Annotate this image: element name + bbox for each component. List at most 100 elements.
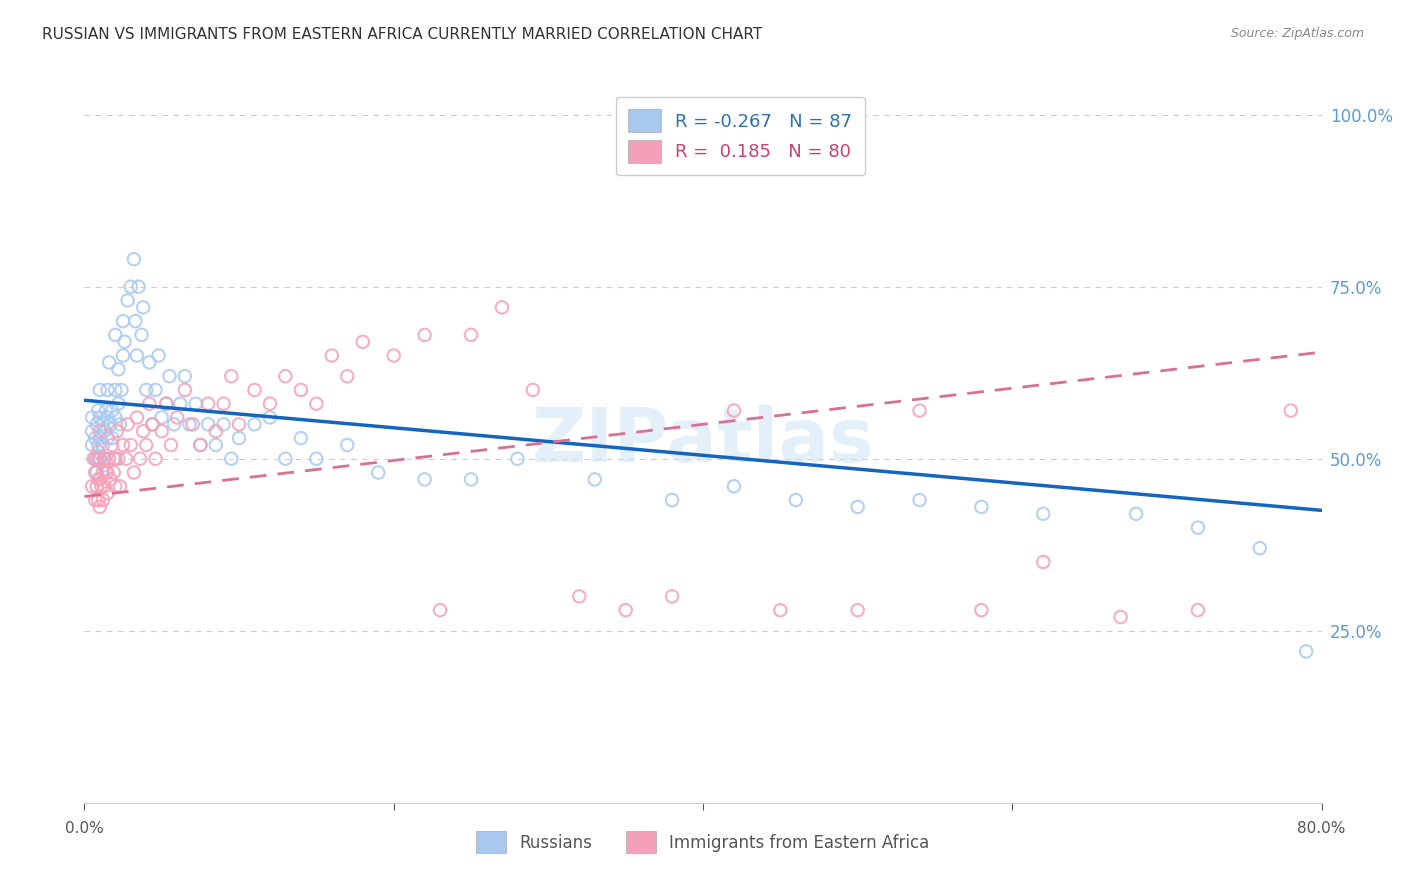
Point: [104, 410, 127, 425]
Point: [583, 472, 606, 486]
Point: [205, 438, 228, 452]
Point: [107, 362, 129, 376]
Point: [970, 603, 993, 617]
Point: [84, 493, 107, 508]
Point: [87, 472, 110, 486]
Point: [148, 349, 170, 363]
Point: [1109, 610, 1132, 624]
Point: [96, 383, 118, 397]
Point: [336, 369, 359, 384]
Point: [101, 403, 124, 417]
Point: [131, 327, 153, 342]
Point: [108, 417, 131, 432]
Point: [145, 383, 167, 397]
Point: [114, 334, 136, 349]
Point: [141, 417, 163, 432]
Point: [382, 349, 405, 363]
Point: [132, 301, 155, 315]
Point: [87, 445, 110, 459]
Text: ZIPatlas: ZIPatlas: [531, 405, 875, 478]
Point: [723, 403, 745, 417]
Point: [188, 438, 211, 452]
Point: [429, 603, 451, 617]
Point: [107, 451, 129, 466]
Point: [91, 493, 114, 508]
Point: [96, 410, 118, 425]
Point: [86, 451, 108, 466]
Point: [89, 410, 111, 425]
Point: [112, 438, 135, 452]
Point: [135, 438, 157, 452]
Point: [125, 410, 148, 425]
Point: [82, 438, 104, 452]
Point: [1032, 555, 1054, 569]
Point: [614, 603, 637, 617]
Point: [506, 451, 529, 466]
Point: [908, 403, 931, 417]
Point: [661, 493, 683, 508]
Point: [94, 403, 117, 417]
Point: [155, 397, 177, 411]
Point: [274, 451, 297, 466]
Point: [96, 466, 118, 480]
Point: [169, 397, 191, 411]
Point: [91, 438, 114, 452]
Point: [86, 479, 108, 493]
Point: [413, 327, 436, 342]
Point: [94, 466, 117, 480]
Point: [219, 369, 242, 384]
Point: [150, 410, 173, 425]
Point: [82, 424, 104, 438]
Point: [93, 451, 115, 466]
Point: [117, 293, 139, 308]
Point: [174, 383, 197, 397]
Point: [336, 438, 359, 452]
Text: RUSSIAN VS IMMIGRANTS FROM EASTERN AFRICA CURRENTLY MARRIED CORRELATION CHART: RUSSIAN VS IMMIGRANTS FROM EASTERN AFRIC…: [42, 27, 762, 42]
Point: [90, 479, 112, 493]
Point: [197, 417, 219, 432]
Point: [117, 417, 139, 432]
Legend: Russians, Immigrants from Eastern Africa: Russians, Immigrants from Eastern Africa: [470, 825, 936, 860]
Point: [1125, 507, 1147, 521]
Point: [89, 424, 111, 438]
Point: [110, 383, 132, 397]
Point: [243, 383, 266, 397]
Point: [122, 252, 145, 267]
Point: [908, 493, 931, 508]
Point: [93, 479, 115, 493]
Point: [321, 349, 343, 363]
Point: [413, 472, 436, 486]
Point: [150, 424, 173, 438]
Point: [274, 369, 297, 384]
Point: [305, 451, 328, 466]
Point: [769, 603, 792, 617]
Point: [184, 397, 207, 411]
Point: [1295, 644, 1317, 658]
Point: [305, 397, 328, 411]
Point: [723, 479, 745, 493]
Point: [108, 479, 131, 493]
Point: [89, 451, 111, 466]
Point: [145, 451, 167, 466]
Text: Source: ZipAtlas.com: Source: ZipAtlas.com: [1230, 27, 1364, 40]
Point: [522, 383, 544, 397]
Point: [89, 500, 111, 514]
Point: [197, 397, 219, 411]
Point: [86, 466, 108, 480]
Point: [970, 500, 993, 514]
Point: [105, 424, 128, 438]
Point: [84, 466, 107, 480]
Point: [174, 369, 197, 384]
Point: [460, 327, 482, 342]
Point: [259, 410, 281, 425]
Point: [87, 438, 110, 452]
Point: [91, 458, 114, 473]
Point: [166, 410, 188, 425]
Point: [1187, 520, 1209, 534]
Point: [141, 417, 163, 432]
Point: [491, 301, 513, 315]
Point: [82, 479, 104, 493]
Point: [243, 417, 266, 432]
Point: [460, 472, 482, 486]
Point: [120, 438, 142, 452]
